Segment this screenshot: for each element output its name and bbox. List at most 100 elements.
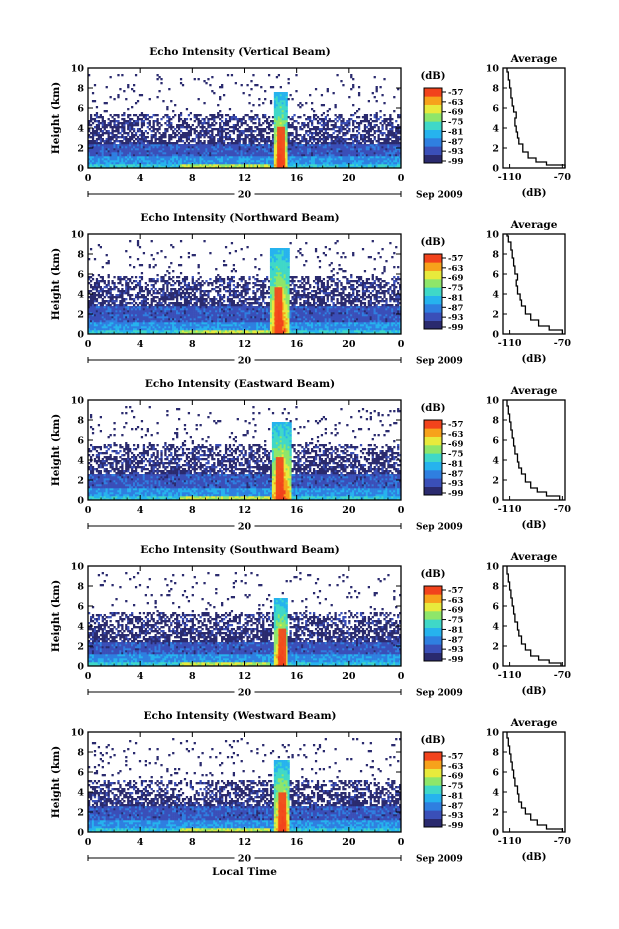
heatmap-cell xyxy=(224,128,228,131)
heatmap-cell xyxy=(129,264,132,267)
heatmap-cell xyxy=(140,138,144,141)
heatmap-cell xyxy=(354,134,357,137)
heatmap-cell xyxy=(160,318,163,321)
heatmap-cell xyxy=(136,156,140,159)
heatmap-cell xyxy=(134,324,138,327)
heatmap-cell xyxy=(93,166,97,169)
heatmap-cell xyxy=(101,300,104,303)
heatmap-cell xyxy=(275,94,279,97)
heatmap-cell xyxy=(144,326,147,329)
heatmap-cell xyxy=(357,162,361,165)
heatmap-cell xyxy=(324,138,327,141)
heatmap-cell xyxy=(369,160,372,163)
heatmap-cell xyxy=(105,126,108,129)
heatmap-cell xyxy=(277,118,281,121)
heatmap-cell xyxy=(103,144,106,147)
heatmap-cell xyxy=(207,154,210,157)
heatmap-cell xyxy=(105,130,108,133)
heatmap-cell xyxy=(88,318,91,321)
heatmap-cell xyxy=(111,116,114,119)
heatmap-cell xyxy=(99,164,102,167)
heatmap-cell xyxy=(138,280,142,283)
heatmap-cell xyxy=(176,142,179,145)
heatmap-cell xyxy=(285,128,288,131)
heatmap-cell xyxy=(397,150,400,153)
heatmap-cell xyxy=(185,144,189,147)
heatmap-cell xyxy=(301,158,304,161)
heatmap-cell xyxy=(275,166,279,169)
heatmap-cell xyxy=(352,148,355,151)
heatmap-cell xyxy=(170,296,173,299)
heatmap-cell xyxy=(187,160,191,163)
heatmap-cell xyxy=(399,158,402,161)
heatmap-cell xyxy=(111,128,114,131)
heatmap-cell xyxy=(277,114,281,117)
heatmap-cell xyxy=(221,120,224,123)
heatmap-cell xyxy=(213,118,216,121)
heatmap-cell xyxy=(299,150,302,153)
heatmap-cell xyxy=(95,284,99,287)
heatmap-cell xyxy=(375,162,378,165)
heatmap-cell xyxy=(215,152,218,155)
heatmap-cell xyxy=(279,94,282,97)
heatmap-cell xyxy=(168,310,171,313)
heatmap-cell xyxy=(156,114,159,117)
heatmap-cell xyxy=(132,114,136,117)
heatmap-cell xyxy=(352,156,355,159)
heatmap-cell xyxy=(146,298,149,301)
heatmap-cell xyxy=(242,162,245,165)
heatmap-cell xyxy=(181,132,185,135)
heatmap-cell xyxy=(107,332,110,335)
heatmap-cell xyxy=(166,282,169,285)
heatmap-cell xyxy=(213,136,216,139)
heatmap-cell xyxy=(361,138,365,141)
heatmap-cell xyxy=(140,156,144,159)
heatmap-cell xyxy=(303,136,306,139)
heatmap-cell xyxy=(179,138,183,141)
heatmap-cell xyxy=(252,164,255,167)
heatmap-cell xyxy=(123,130,126,133)
heatmap-cell xyxy=(303,154,306,157)
heatmap-cell xyxy=(303,134,306,137)
heatmap-cell xyxy=(250,134,253,137)
heatmap-cell xyxy=(91,122,95,125)
heatmap-cell xyxy=(101,152,104,155)
heatmap-cell xyxy=(136,314,140,317)
heatmap-cell xyxy=(232,164,236,167)
heatmap-cell xyxy=(187,154,191,157)
heatmap-cell xyxy=(156,122,159,125)
heatmap-cell xyxy=(342,154,345,157)
heatmap-cell xyxy=(314,152,318,155)
heatmap-cell xyxy=(193,152,196,155)
heatmap-cell xyxy=(383,118,386,121)
heatmap-cell xyxy=(117,328,120,331)
heatmap-cell xyxy=(142,324,146,327)
heatmap-cell xyxy=(152,158,155,161)
heatmap-cell xyxy=(160,290,163,293)
heatmap-cell xyxy=(264,152,267,155)
heatmap-cell xyxy=(174,142,177,145)
heatmap-cell xyxy=(142,166,146,169)
heatmap-cell xyxy=(316,116,320,119)
heatmap-cell xyxy=(127,286,130,289)
heatmap-cell xyxy=(166,144,169,147)
heatmap-cell xyxy=(267,124,271,127)
heatmap-cell xyxy=(105,148,108,151)
heatmap-cell xyxy=(352,120,355,123)
heatmap-cell xyxy=(99,318,102,321)
heatmap-cell xyxy=(269,120,273,123)
heatmap-cell xyxy=(322,144,326,147)
heatmap-cell xyxy=(88,130,91,133)
heatmap-cell xyxy=(318,130,322,133)
heatmap-cell xyxy=(107,330,110,333)
heatmap-cell xyxy=(131,122,134,125)
heatmap-cell xyxy=(330,144,333,147)
heatmap-cell xyxy=(125,306,128,309)
heatmap-cell xyxy=(174,134,177,137)
heatmap-cell xyxy=(336,152,339,155)
heatmap-cell xyxy=(316,138,320,141)
heatmap-cell xyxy=(166,120,169,123)
heatmap-cell xyxy=(201,142,204,145)
heatmap-cell xyxy=(156,124,159,127)
heatmap-cell xyxy=(123,158,126,161)
